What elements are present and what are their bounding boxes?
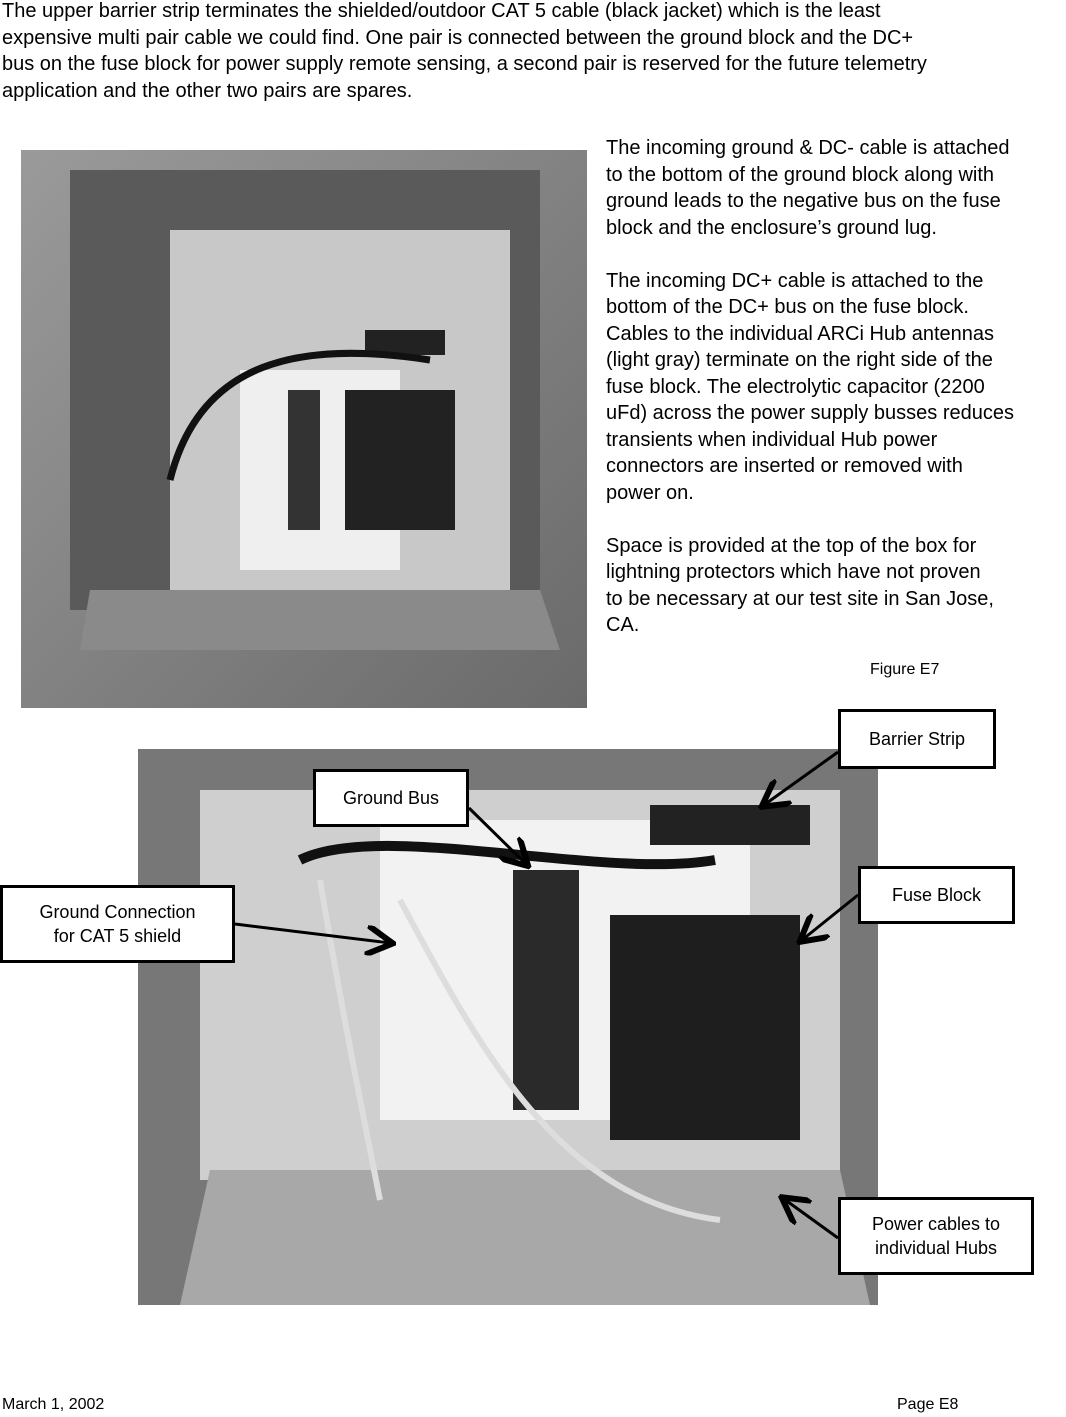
- intro-line: bus on the fuse block for power supply r…: [2, 53, 927, 75]
- callout-label: Barrier Strip: [868, 729, 966, 749]
- callout-label: Fuse Block: [891, 885, 982, 905]
- callout-label: Power cables to: [871, 1214, 1001, 1234]
- arrow: [802, 893, 859, 940]
- callout-label: Ground Connection: [39, 902, 196, 922]
- intro-line: The upper barrier strip terminates the s…: [2, 0, 881, 22]
- side-text-line: Space is provided at the top of the box …: [606, 534, 977, 557]
- intro-line: application and the other two pairs are …: [2, 79, 413, 102]
- footer-page: Page E8: [897, 1396, 959, 1413]
- side-text-line: CA.: [606, 614, 640, 636]
- intro-line: expensive multi pair cable we could find…: [2, 26, 914, 49]
- side-text-line: The incoming ground & DC- cable is attac…: [606, 137, 1010, 159]
- side-text-line: lightning protectors which have not prov…: [606, 561, 981, 583]
- photo-enclosure-overview: [21, 150, 587, 708]
- arrow: [764, 750, 839, 805]
- callout-label: individual Hubs: [874, 1238, 998, 1258]
- figure-caption: Figure E7: [870, 661, 940, 678]
- side-text-line: Cables to the individual ARCi Hub antenn…: [606, 322, 995, 345]
- side-text-line: bottom of the DC+ bus on the fuse block.: [606, 296, 969, 318]
- callout-box: Barrier Strip: [838, 709, 996, 769]
- callout-box: Ground Connection for CAT 5 shield: [0, 885, 235, 963]
- side-text-line: The incoming DC+ cable is attached to th…: [606, 269, 984, 292]
- callout-box: Ground Bus: [313, 769, 469, 827]
- arrow: [467, 806, 526, 864]
- callout-box: Fuse Block: [858, 866, 1015, 924]
- side-text-line: fuse block. The electrolytic capacitor (…: [606, 375, 985, 398]
- side-text-line: block and the enclosure’s ground lug.: [606, 216, 937, 239]
- side-text-line: to the bottom of the ground block along …: [606, 163, 995, 186]
- footer-date: March 1, 2002: [2, 1396, 105, 1413]
- arrow: [784, 1199, 839, 1240]
- side-text-line: to be necessary at our test site in San …: [606, 587, 994, 610]
- photo-enclosure-detail: [138, 749, 878, 1305]
- side-text-line: transients when individual Hub power: [606, 428, 938, 451]
- side-text-line: ground leads to the negative bus on the …: [606, 190, 1001, 212]
- side-text-line: connectors are inserted or removed with: [606, 455, 963, 477]
- side-text-line: power on.: [606, 481, 694, 504]
- callout-label: Ground Bus: [342, 788, 440, 808]
- callout-label: for CAT 5 shield: [53, 926, 182, 946]
- callout-box: Power cables to individual Hubs: [838, 1197, 1034, 1275]
- callout-arrows: [234, 750, 859, 1240]
- side-text-line: (light gray) terminate on the right side…: [606, 349, 993, 371]
- side-text-line: uFd) across the power supply busses redu…: [606, 402, 1014, 424]
- arrow: [234, 922, 390, 943]
